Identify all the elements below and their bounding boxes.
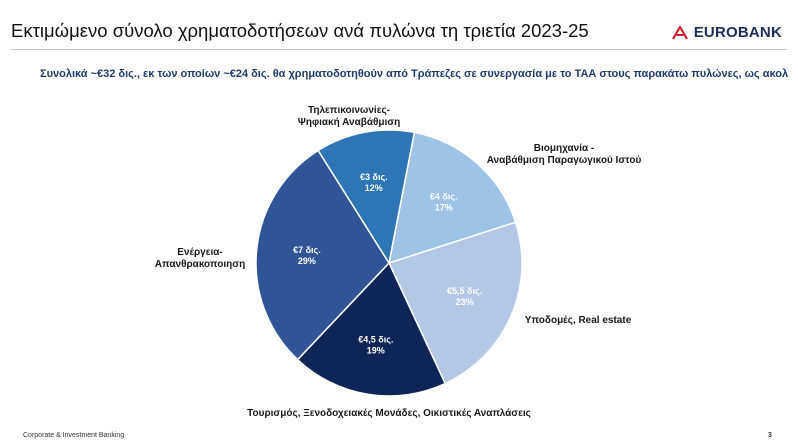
slice-amount-label: €4,5 δις.: [358, 334, 393, 344]
slice-category-label: Τουρισμός, Ξενοδοχειακές Μονάδες, Οικιστ…: [247, 408, 531, 419]
slice-amount-label: €4 δις.: [430, 191, 458, 201]
pie-slice: [296, 261, 447, 397]
title-divider: [11, 49, 787, 50]
slice-amount-label: €5,5 δις.: [447, 286, 482, 296]
eurobank-logo-mark-icon: [671, 25, 688, 40]
slice-category-label: Υποδομές, Real estate: [525, 315, 632, 326]
pie-slice: [255, 149, 390, 361]
slice-percent-label: 17%: [435, 202, 453, 212]
pie-slice: [317, 129, 416, 266]
slice-percent-label: 12%: [365, 183, 383, 193]
eurobank-logo-text: EUROBANK: [693, 24, 782, 41]
chart-subtitle: Συνολικά ~€32 δις., εκ των οποίων ~€24 δ…: [40, 68, 789, 80]
slice-category-label: Τηλεπικοινωνίες-Ψηφιακή Αναβάθμιση: [298, 105, 400, 128]
page-title: Εκτιμώμενο σύνολο χρηματοδοτήσεων ανά πυ…: [11, 20, 589, 41]
eurobank-logo: EUROBANK: [671, 24, 782, 41]
slice-category-label: Ενέργεια-Απανθρακοποιηση: [155, 247, 245, 270]
slice-amount-label: €3 δις.: [360, 172, 388, 182]
slice-percent-label: 29%: [298, 256, 316, 266]
slice-category-label: Βιομηχανία -Αναβάθμιση Παραγωγικού Ιστού: [487, 143, 642, 166]
slice-percent-label: 23%: [456, 297, 474, 307]
slice-percent-label: 19%: [367, 345, 385, 355]
footer-division-label: Corporate & Investment Banking: [23, 432, 125, 439]
page-number: 3: [768, 432, 772, 439]
slice-amount-label: €7 δις.: [293, 245, 321, 255]
pie-slice: [388, 131, 517, 265]
pie-slice: [387, 221, 523, 385]
